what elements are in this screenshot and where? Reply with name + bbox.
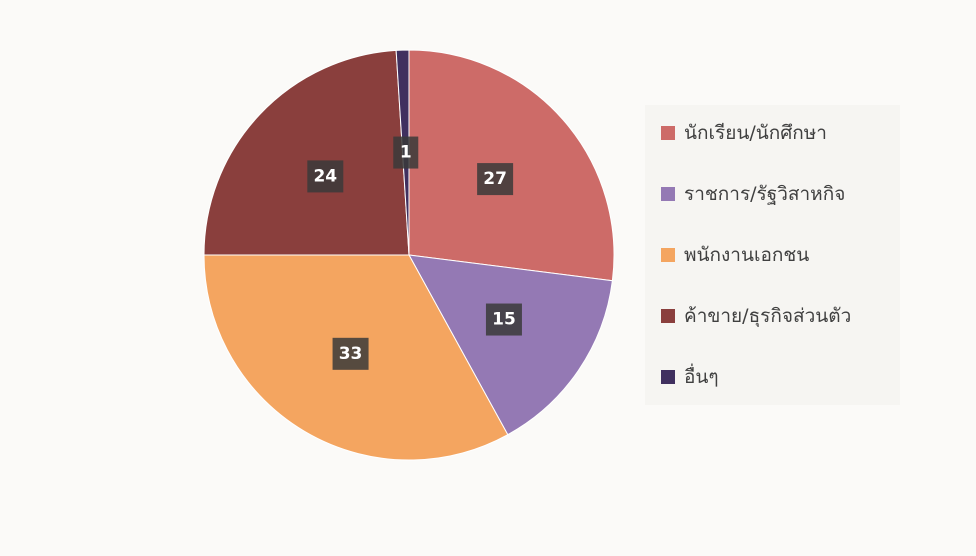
data-label-box	[477, 163, 514, 196]
legend-label: อื่นๆ	[684, 363, 719, 388]
data-label-box	[393, 136, 419, 169]
data-label: 15	[492, 310, 516, 330]
legend-label: ค้าขาย/ธุรกิจส่วนตัว	[684, 305, 851, 328]
pie: 27 15 33 24 1	[203, 49, 615, 461]
legend-swatch	[661, 248, 675, 262]
data-label-box	[332, 337, 369, 370]
data-label: 1	[400, 143, 412, 163]
data-label-box	[307, 160, 344, 193]
legend-swatch	[661, 309, 675, 323]
data-label-box	[485, 303, 522, 336]
pie-slice	[408, 254, 613, 436]
legend: นักเรียน/นักศึกษาราชการ/รัฐวิสาหกิจพนักง…	[661, 122, 851, 388]
legend-swatch	[661, 187, 675, 201]
legend-label: พนักงานเอกชน	[684, 244, 809, 266]
data-label: 33	[339, 344, 363, 364]
legend-label: นักเรียน/นักศึกษา	[684, 122, 827, 144]
pie-slice	[203, 49, 410, 256]
legend-label: ราชการ/รัฐวิสาหกิจ	[684, 183, 845, 205]
data-label: 24	[313, 166, 337, 186]
legend-swatch	[661, 126, 675, 140]
legend-swatch	[661, 370, 675, 384]
legend-box	[645, 105, 900, 405]
data-label: 27	[483, 169, 507, 189]
